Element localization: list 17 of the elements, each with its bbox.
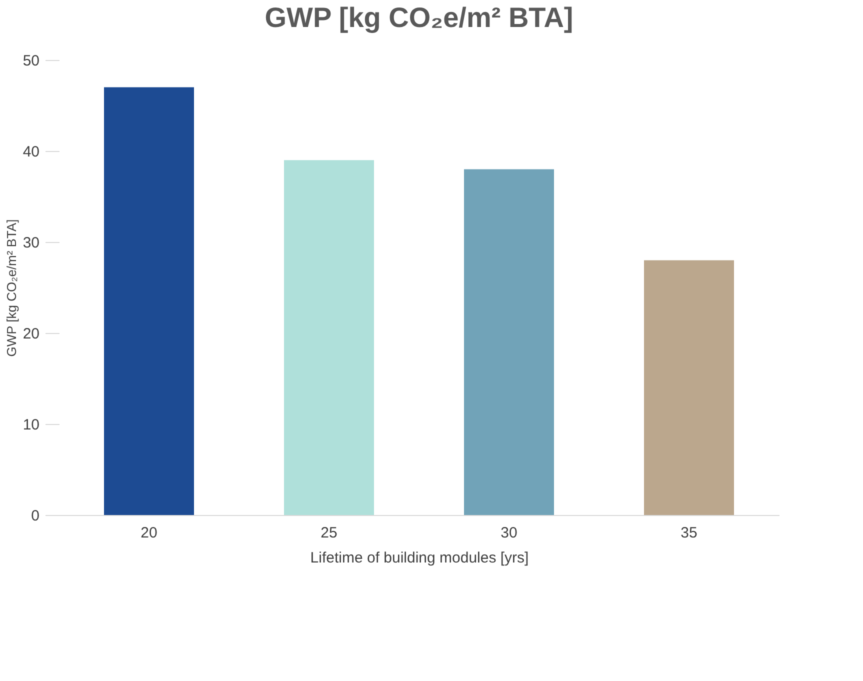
bar [284, 160, 374, 515]
x-tick-label: 30 [500, 524, 518, 542]
x-axis-title: Lifetime of building modules [yrs] [310, 550, 529, 566]
y-tick-label: 0 [31, 508, 40, 524]
y-tick-label: 40 [22, 144, 40, 160]
x-tick-label: 25 [320, 524, 338, 542]
y-tick-label: 10 [22, 416, 40, 434]
x-tick-label: 20 [140, 524, 158, 542]
y-tick-label: 30 [22, 234, 40, 252]
y-tick-label: 20 [22, 326, 40, 342]
bar [464, 169, 554, 515]
x-tick-label: 35 [680, 524, 698, 542]
y-tick-label: 50 [22, 52, 40, 70]
bar [104, 87, 194, 515]
bar [644, 260, 734, 515]
y-axis-title: GWP [kg CO₂e/m² BTA] [4, 219, 19, 357]
chart-title: GWP [kg CO₂e/m² BTA] [264, 2, 574, 33]
